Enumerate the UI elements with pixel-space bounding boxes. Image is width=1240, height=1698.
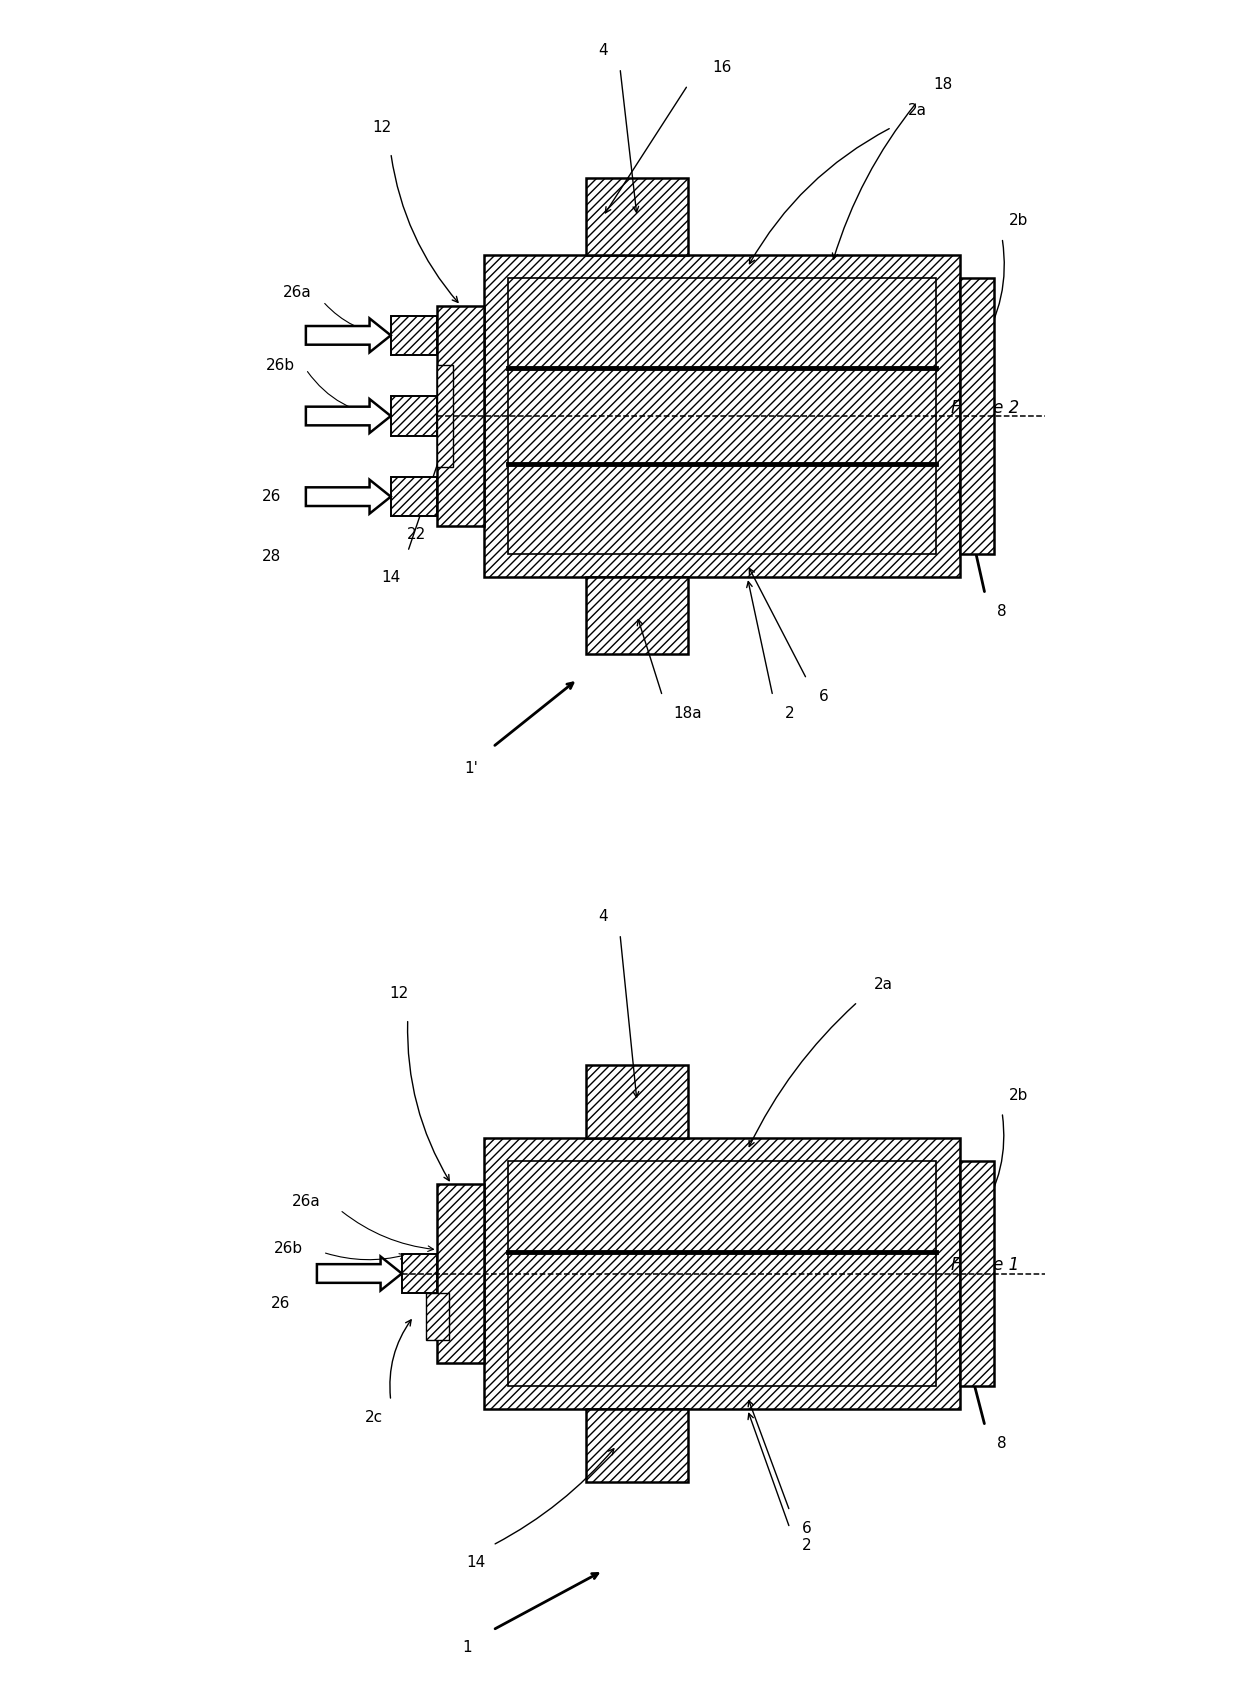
Bar [438, 306, 484, 526]
Bar [391, 316, 438, 355]
Bar [438, 1185, 484, 1362]
Text: 26: 26 [270, 1296, 290, 1311]
Text: Figure 2: Figure 2 [951, 399, 1019, 416]
Text: 26a: 26a [283, 285, 311, 301]
Text: 14: 14 [381, 571, 401, 584]
Bar [508, 278, 936, 368]
Bar [425, 1294, 449, 1340]
Text: 20: 20 [440, 452, 460, 465]
Text: 12: 12 [373, 121, 392, 134]
Text: 12: 12 [389, 987, 409, 1000]
Text: 2a: 2a [908, 104, 926, 117]
FancyArrow shape [317, 1257, 402, 1290]
Text: 14: 14 [466, 1555, 485, 1569]
Bar [960, 278, 993, 554]
Bar [587, 1066, 688, 1138]
Bar [508, 368, 936, 465]
Text: Figure 1: Figure 1 [951, 1257, 1019, 1274]
FancyArrow shape [306, 479, 391, 513]
Text: 1: 1 [463, 1640, 472, 1654]
Text: 26a: 26a [291, 1194, 320, 1209]
Text: 2c: 2c [365, 1411, 383, 1425]
Bar [438, 365, 453, 467]
Bar [587, 1409, 688, 1481]
Text: 10: 10 [976, 430, 994, 445]
Bar [587, 577, 688, 654]
Text: 26b: 26b [274, 1241, 304, 1255]
Text: 28: 28 [263, 548, 281, 564]
Text: 2: 2 [802, 1538, 812, 1552]
Text: 18a: 18a [673, 706, 702, 720]
Text: 18: 18 [932, 78, 952, 92]
Bar [508, 278, 936, 554]
Bar [508, 465, 936, 554]
Text: 8: 8 [997, 604, 1007, 618]
Text: 26: 26 [262, 489, 281, 504]
FancyArrow shape [306, 319, 391, 353]
Text: 4: 4 [598, 44, 608, 58]
Bar [508, 1253, 936, 1386]
Bar [484, 255, 960, 577]
Bar [402, 1253, 438, 1294]
Text: 6: 6 [802, 1521, 812, 1535]
Text: 1': 1' [465, 761, 479, 776]
Bar [391, 477, 438, 516]
Bar [508, 1161, 936, 1253]
Text: 10: 10 [976, 1287, 994, 1302]
Text: 2a: 2a [874, 978, 893, 992]
Text: 2: 2 [785, 706, 795, 720]
Bar [587, 178, 688, 255]
Text: 26b: 26b [265, 358, 295, 372]
Text: 4: 4 [598, 910, 608, 924]
Bar [484, 1138, 960, 1409]
Text: 16: 16 [712, 61, 732, 75]
Text: 6: 6 [818, 689, 828, 703]
Text: 2b: 2b [1009, 1088, 1029, 1102]
Bar [960, 1161, 993, 1386]
Text: 22: 22 [407, 528, 425, 542]
Text: 8: 8 [997, 1437, 1007, 1450]
FancyArrow shape [306, 399, 391, 433]
Bar [508, 1161, 936, 1386]
Text: 2b: 2b [1009, 214, 1029, 228]
Bar [391, 397, 438, 436]
